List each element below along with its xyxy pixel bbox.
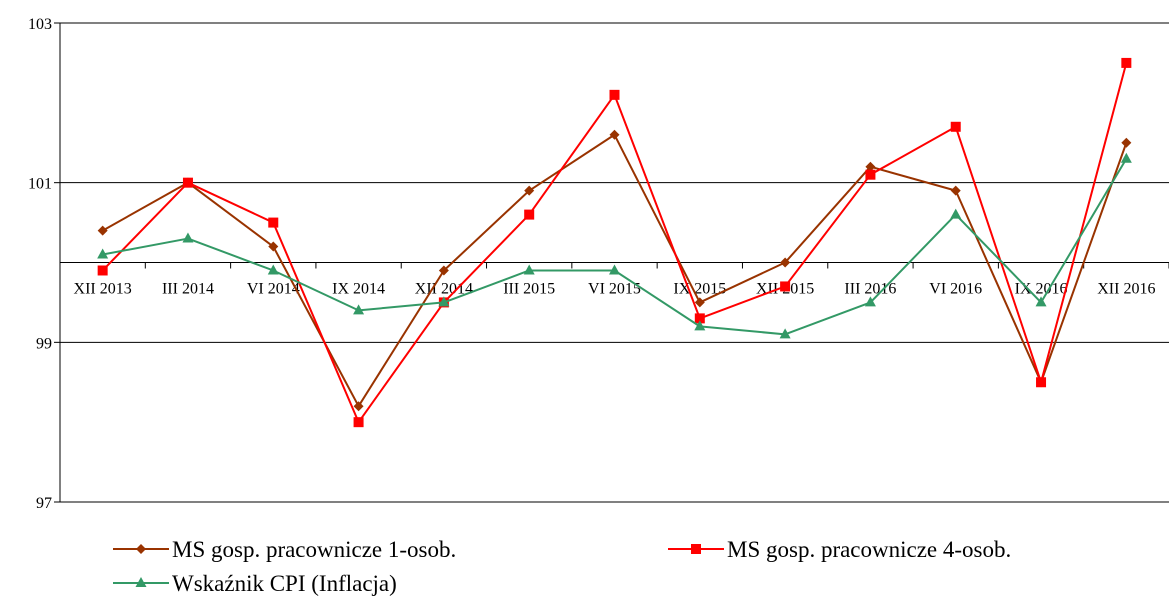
x-tick-label: VI 2016: [929, 281, 982, 298]
data-point-series-3: [950, 208, 962, 219]
legend-label-series-1: MS gosp. pracownicze 1-osob.: [172, 537, 456, 562]
legend-item-series-2: MS gosp. pracownicze 4-osob.: [668, 537, 1011, 562]
series-2: [97, 57, 1132, 428]
legend-item-series-1: MS gosp. pracownicze 1-osob.: [113, 537, 456, 562]
data-point-series-2: [950, 121, 961, 132]
data-point-series-2: [97, 265, 108, 276]
data-point-series-3: [609, 264, 620, 275]
data-point-series-3: [353, 304, 365, 315]
x-tick-label: IX 2015: [673, 281, 726, 298]
x-tick-labels: XII 2013 III 2014 VI 2014 IX 2014 XII 2014 II…: [74, 281, 1156, 298]
data-point-series-2: [1121, 57, 1132, 68]
legend-marker-shape: [136, 544, 146, 554]
y-tick-label-99: 99: [36, 335, 52, 352]
y-tick-label-97: 97: [36, 495, 52, 512]
gridlines: [60, 22, 1169, 503]
series-line-3: [102, 158, 1128, 336]
legend-marker-series-3: [135, 577, 147, 587]
series-lines: [97, 57, 1132, 428]
data-point-series-1: [780, 257, 791, 268]
data-point-series-3: [694, 320, 706, 331]
data-point-series-1: [268, 241, 279, 252]
data-point-series-1: [865, 161, 876, 172]
x-tick-label: III 2016: [844, 281, 896, 298]
x-tick-label: XII 2013: [74, 281, 132, 298]
x-tick-label: VI 2014: [247, 281, 300, 298]
data-point-series-2: [865, 169, 876, 180]
y-tick-label-103: 103: [28, 16, 52, 33]
data-point-series-1: [950, 185, 961, 196]
y-tick-labels: 97 99 101 103: [28, 16, 52, 512]
legend: MS gosp. pracownicze 1-osob. MS gosp. pr…: [113, 537, 1011, 596]
x-tick-label: IX 2014: [332, 281, 385, 298]
legend-label-series-3: Wskaźnik CPI (Inflacja): [172, 571, 397, 596]
x-tick-label: III 2015: [503, 281, 555, 298]
x-tick-label: IX 2016: [1015, 281, 1068, 298]
x-tick-label: XII 2016: [1097, 281, 1155, 298]
data-point-series-3: [182, 232, 194, 243]
data-point-series-2: [694, 313, 705, 324]
data-point-series-2: [609, 89, 620, 100]
legend-label-series-2: MS gosp. pracownicze 4-osob.: [727, 537, 1011, 562]
data-point-series-3: [864, 296, 876, 307]
data-point-series-3: [1120, 152, 1132, 163]
legend-marker-series-1: [136, 544, 146, 554]
data-point-series-2: [1036, 377, 1047, 388]
series-3: [97, 152, 1132, 339]
legend-marker-series-2: [691, 544, 701, 554]
data-point-series-3: [267, 264, 279, 275]
data-point-series-1: [438, 265, 449, 276]
legend-marker-shape: [135, 577, 147, 587]
data-point-series-1: [353, 401, 364, 412]
y-tick-label-101: 101: [28, 176, 52, 193]
data-point-series-3: [438, 296, 450, 307]
data-point-series-2: [182, 177, 193, 188]
legend-item-series-3: Wskaźnik CPI (Inflacja): [113, 571, 397, 596]
data-point-series-1: [524, 185, 535, 196]
legend-marker-shape: [691, 544, 701, 554]
data-point-series-2: [524, 209, 535, 220]
x-tick-label: VI 2015: [588, 281, 641, 298]
data-point-series-1: [609, 129, 620, 140]
data-point-series-2: [268, 217, 279, 228]
data-point-series-3: [1035, 296, 1047, 307]
data-point-series-2: [780, 281, 791, 292]
data-point-series-1: [694, 297, 705, 308]
data-point-series-1: [1121, 137, 1132, 148]
data-point-series-3: [523, 264, 535, 275]
x-tick-label: III 2014: [162, 281, 214, 298]
series-line-2: [101, 62, 1128, 424]
series-1: [97, 129, 1132, 412]
data-point-series-3: [97, 248, 109, 259]
data-point-series-3: [779, 328, 791, 339]
data-point-series-1: [97, 225, 108, 236]
data-point-series-2: [353, 417, 364, 428]
axes: [54, 22, 1169, 503]
